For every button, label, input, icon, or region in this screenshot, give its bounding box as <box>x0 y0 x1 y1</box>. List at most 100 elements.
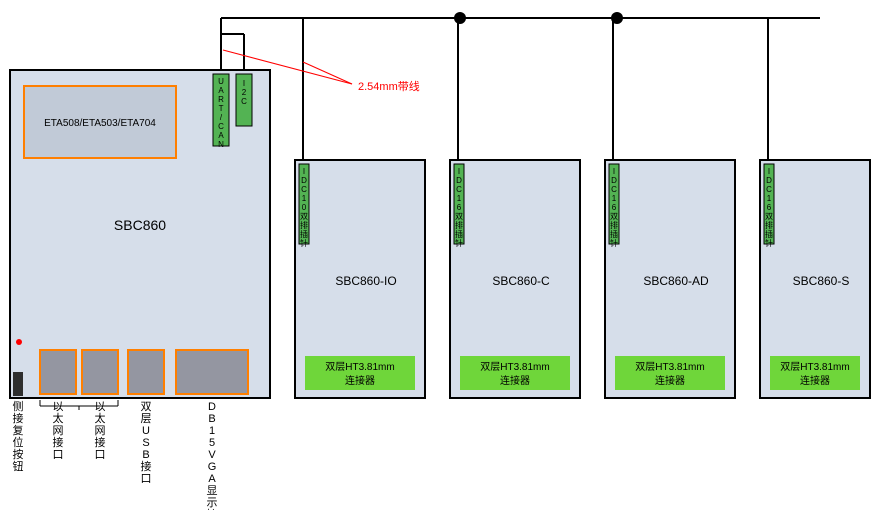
svg-text:示: 示 <box>207 497 218 509</box>
sticker-line2: 连接器 <box>655 374 685 387</box>
svg-text:插: 插 <box>455 229 463 239</box>
expansion-module: IDC10双排插针SBC860-IO双层HT3.81mm连接器 <box>295 160 425 398</box>
svg-text:S: S <box>142 437 149 449</box>
reset-led <box>16 339 22 345</box>
exp-name: SBC860-AD <box>643 274 709 288</box>
expansion-module: IDC16双排插针SBC860-S双层HT3.81mm连接器 <box>760 160 870 398</box>
svg-text:接: 接 <box>95 436 106 449</box>
svg-text:网: 网 <box>53 425 64 437</box>
svg-text:V: V <box>208 449 216 461</box>
expansion-module: IDC16双排插针 SBC860-AD 双层HT3.81mm连接器 <box>605 160 735 398</box>
svg-text:B: B <box>208 413 215 425</box>
svg-text:以: 以 <box>53 401 64 413</box>
svg-text:U: U <box>142 425 150 437</box>
svg-text:I: I <box>243 79 245 88</box>
svg-text:按: 按 <box>13 447 24 461</box>
svg-text:D: D <box>301 176 307 185</box>
svg-text:针: 针 <box>455 238 463 248</box>
svg-text:C: C <box>766 185 772 194</box>
svg-text:双: 双 <box>300 212 308 221</box>
main-chip-label: ETA508/ETA503/ETA704 <box>44 118 156 129</box>
sticker-line2: 连接器 <box>500 374 530 387</box>
exp-name: SBC860-IO <box>335 274 396 288</box>
reset-label: 侧接复位按钮 <box>13 400 24 473</box>
svg-text:1: 1 <box>612 194 617 203</box>
bus-junction <box>454 12 466 24</box>
svg-text:双: 双 <box>141 400 152 413</box>
svg-text:D: D <box>766 176 772 185</box>
svg-text:插: 插 <box>765 229 773 239</box>
svg-text:A: A <box>218 131 224 140</box>
svg-text:6: 6 <box>457 203 462 212</box>
svg-text:插: 插 <box>300 229 308 239</box>
port-label: 双层USB接口 <box>141 400 152 485</box>
svg-text:6: 6 <box>612 203 617 212</box>
svg-text:D: D <box>208 401 216 413</box>
svg-text:排: 排 <box>610 220 618 230</box>
svg-text:D: D <box>611 176 617 185</box>
svg-text:C: C <box>301 185 307 194</box>
svg-text:双: 双 <box>455 212 463 221</box>
svg-text:针: 针 <box>610 238 618 248</box>
svg-text:C: C <box>218 122 224 131</box>
svg-text:C: C <box>456 185 462 194</box>
exp-name: SBC860-S <box>793 274 850 288</box>
svg-text:C: C <box>611 185 617 194</box>
svg-text:I: I <box>613 167 615 176</box>
svg-text:层: 层 <box>141 412 152 425</box>
svg-text:口: 口 <box>141 473 152 485</box>
sticker-line2: 连接器 <box>345 374 375 387</box>
svg-text:G: G <box>208 461 217 473</box>
svg-text:显: 显 <box>207 484 218 497</box>
note-text: 2.54mm带线 <box>358 79 420 93</box>
svg-text:1: 1 <box>209 425 215 437</box>
svg-text:双: 双 <box>765 212 773 221</box>
svg-text:太: 太 <box>95 412 106 425</box>
svg-text:D: D <box>456 176 462 185</box>
svg-text:口: 口 <box>95 449 106 461</box>
svg-text:插: 插 <box>610 229 618 239</box>
svg-text:1: 1 <box>457 194 462 203</box>
svg-text:R: R <box>218 95 224 104</box>
svg-text:接: 接 <box>13 412 24 425</box>
sticker-line1: 双层HT3.81mm <box>480 361 549 373</box>
svg-text:接: 接 <box>141 460 152 473</box>
svg-text:以: 以 <box>95 401 106 413</box>
svg-text:针: 针 <box>300 238 308 248</box>
svg-text:针: 针 <box>765 238 773 248</box>
svg-text:I: I <box>768 167 770 176</box>
svg-text:U: U <box>218 77 224 86</box>
svg-text:A: A <box>218 86 224 95</box>
exp-name: SBC860-C <box>492 274 550 288</box>
svg-text:T: T <box>219 104 224 113</box>
sticker-line1: 双层HT3.81mm <box>635 361 704 373</box>
port <box>40 350 76 394</box>
sticker-line1: 双层HT3.81mm <box>325 361 394 373</box>
svg-text:I: I <box>458 167 460 176</box>
expansion-module: IDC16双排插针SBC860-C双层HT3.81mm连接器 <box>450 160 580 398</box>
svg-text:B: B <box>142 449 149 461</box>
svg-text:6: 6 <box>767 203 772 212</box>
svg-text:5: 5 <box>209 437 215 449</box>
svg-text:排: 排 <box>765 220 773 230</box>
svg-text:0: 0 <box>302 203 307 212</box>
svg-text:A: A <box>208 473 216 485</box>
wiring: 2.54mm带线 <box>221 12 820 160</box>
svg-text:接: 接 <box>53 436 64 449</box>
svg-text:双: 双 <box>610 212 618 221</box>
port-label: 以太网接口 <box>53 401 64 461</box>
main-name: SBC860 <box>114 217 166 233</box>
svg-text:太: 太 <box>53 412 64 425</box>
reset-button <box>13 372 23 396</box>
main-module: ETA508/ETA503/ETA704SBC860UART/CANI2C侧接复… <box>10 70 270 510</box>
svg-text:2: 2 <box>242 88 247 97</box>
port <box>128 350 164 394</box>
svg-text:C: C <box>241 97 247 106</box>
svg-text:I: I <box>303 167 305 176</box>
svg-text:复: 复 <box>13 423 24 437</box>
port-label: DB15VGA显示接口 <box>207 401 218 510</box>
port-label: 以太网接口 <box>95 401 106 461</box>
svg-text:N: N <box>218 140 224 149</box>
port <box>82 350 118 394</box>
sticker-line1: 双层HT3.81mm <box>780 361 849 373</box>
